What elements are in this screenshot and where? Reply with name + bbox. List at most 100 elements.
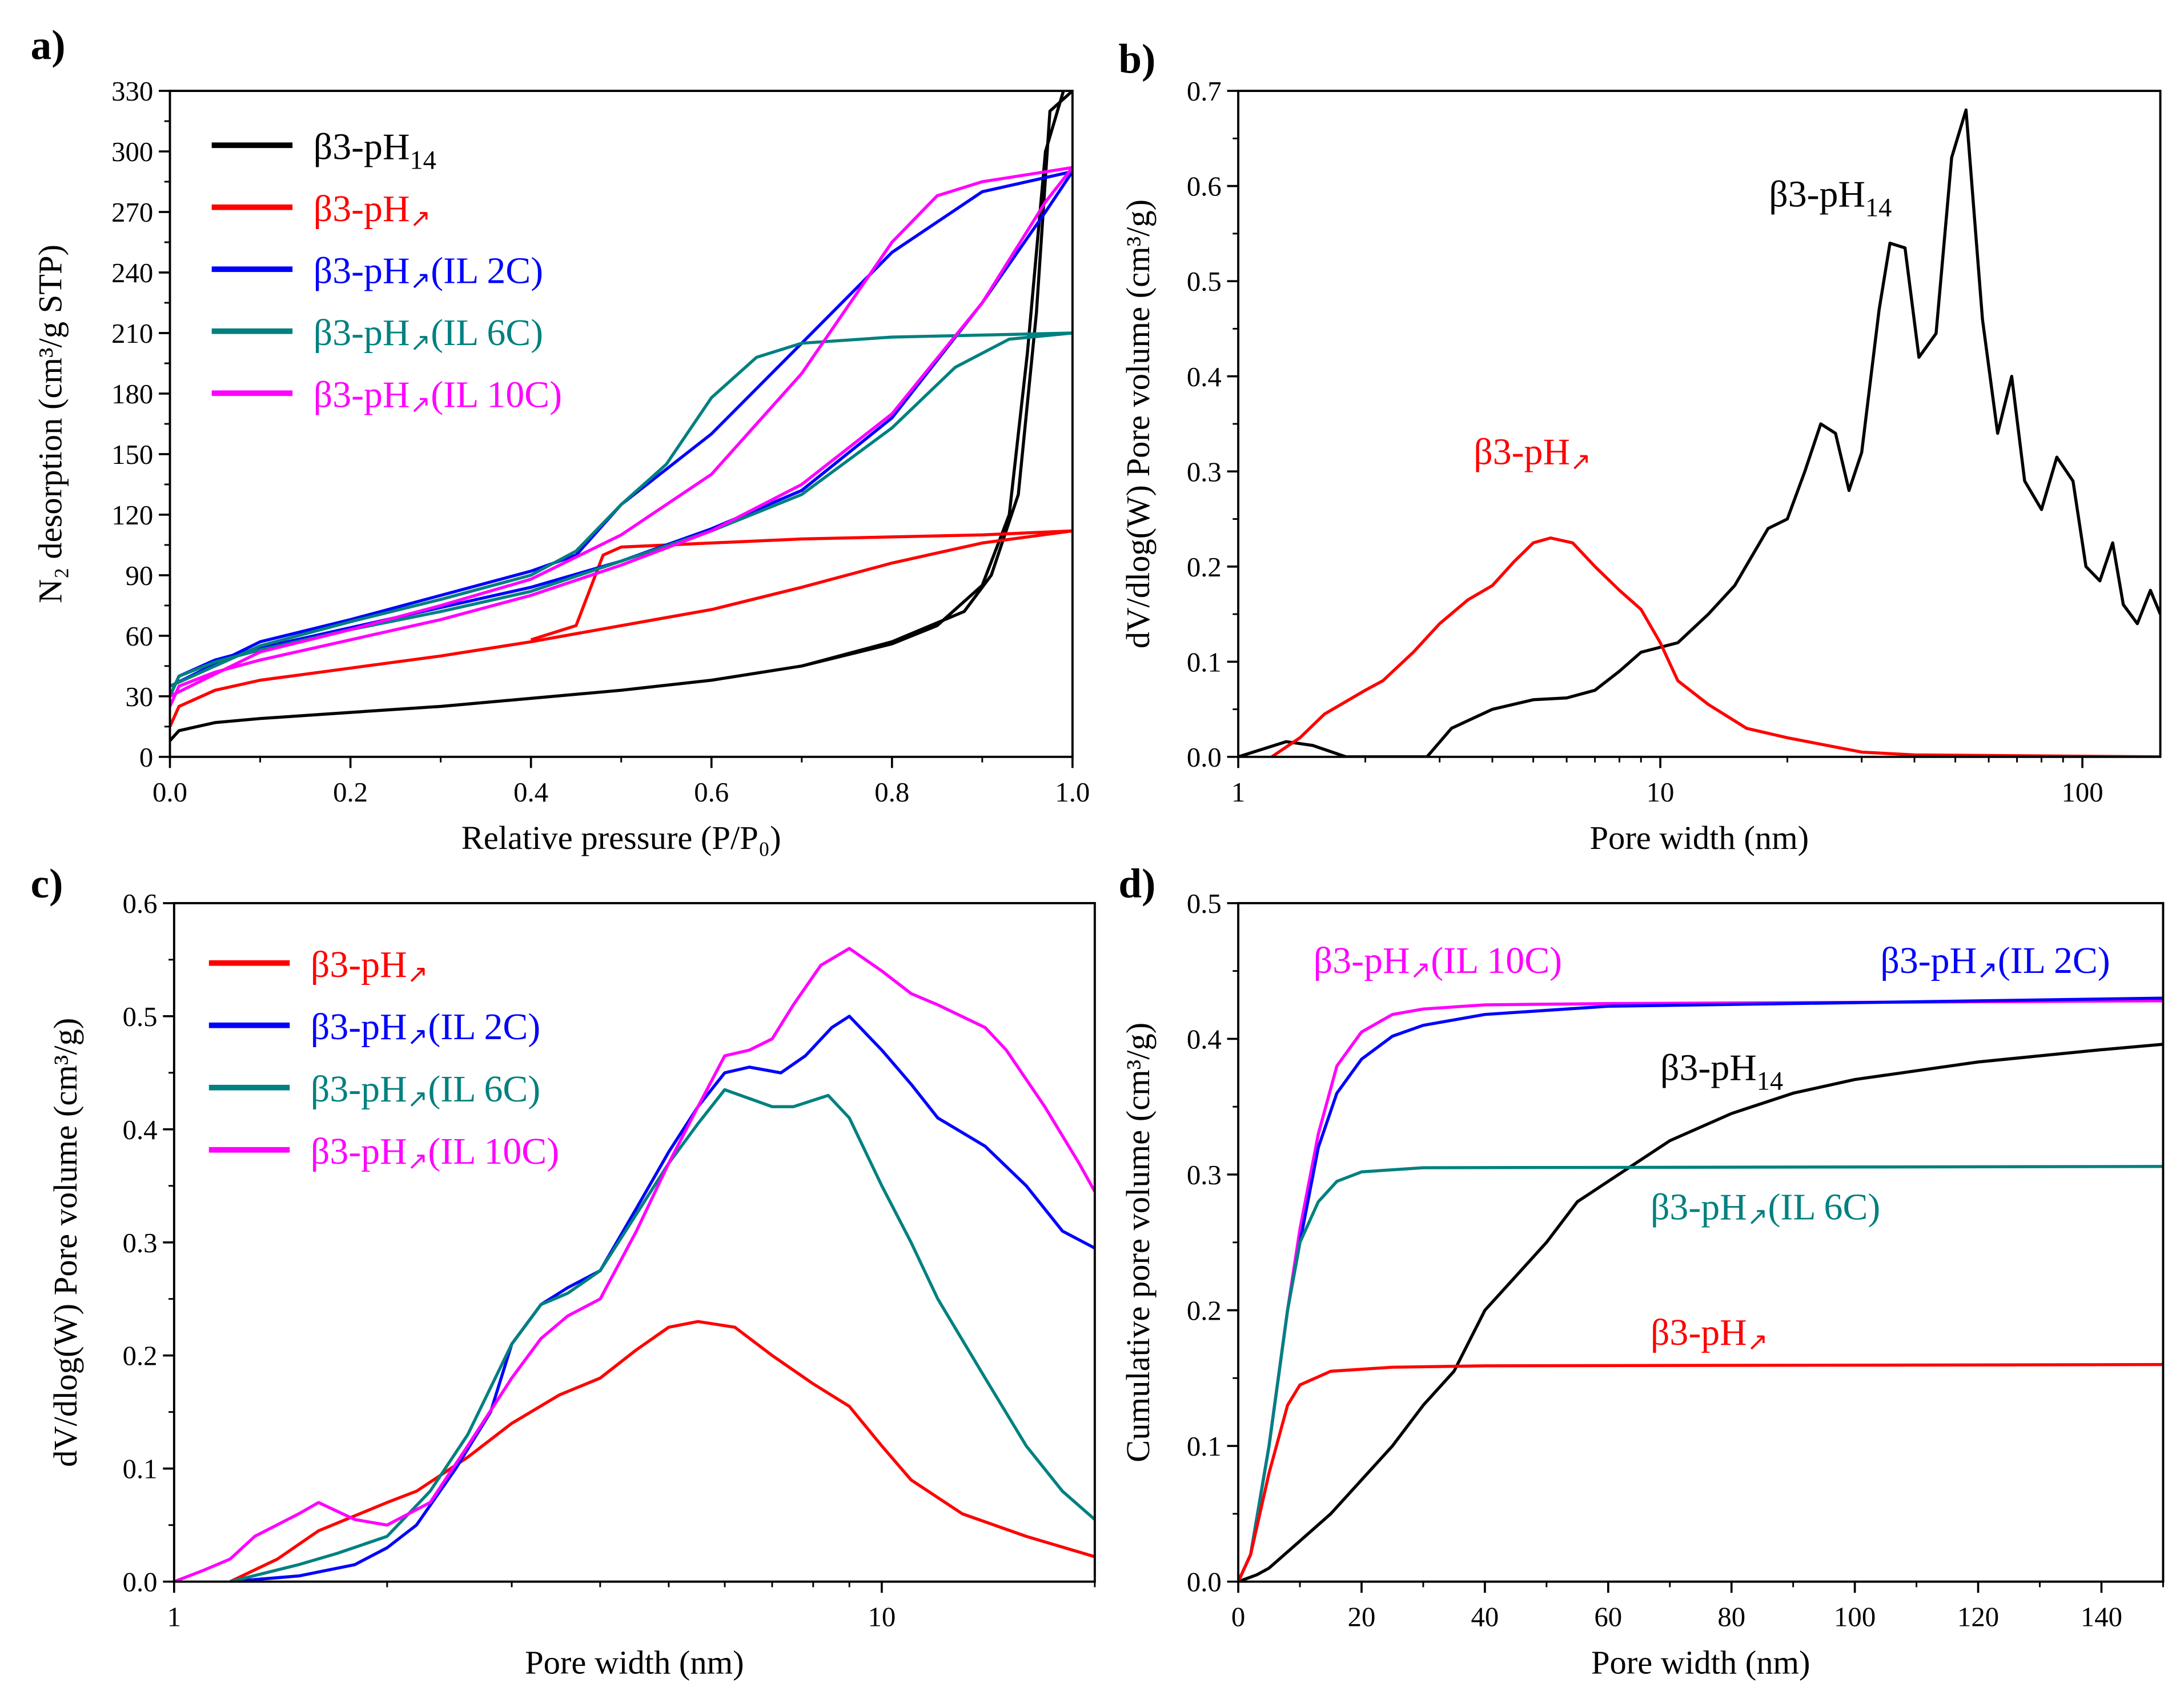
- y-tick-label: 0.4: [1187, 362, 1222, 392]
- x-axis-label: Relative pressure (P/P₀): [461, 819, 781, 856]
- y-tick-label: 0.6: [1187, 171, 1222, 202]
- label-base: β3-pH: [314, 250, 410, 292]
- y-tick-label: 270: [111, 197, 153, 228]
- legend: β3-pH↗β3-pH↗(IL 2C)β3-pH↗(IL 6C)β3-pH↗(I…: [208, 944, 559, 1175]
- y-tick-label: 0.2: [1187, 552, 1222, 583]
- x-axis-label: Pore width (nm): [525, 1644, 744, 1681]
- plot-frame: [172, 901, 1096, 1583]
- y-tick-label: 0.3: [1187, 1160, 1222, 1191]
- label-suffix: (IL 2C): [428, 1006, 540, 1048]
- x-tick-label: 10: [868, 1602, 896, 1633]
- label-base: β3-pH: [314, 374, 410, 416]
- y-axis-label: dV/dlog(W) Pore volume (cm³/g): [1119, 199, 1157, 648]
- label-subscript: ↗: [410, 391, 431, 418]
- series-label-black: β3-pH14: [314, 126, 436, 175]
- label-subscript: 14: [410, 146, 436, 175]
- x-tick-label: 1.0: [1055, 777, 1090, 808]
- label-suffix: (IL 10C): [431, 374, 562, 416]
- x-tick-label: 100: [1834, 1602, 1876, 1633]
- x-tick-label: 80: [1717, 1602, 1745, 1633]
- panel-d: d) 0.0 0.1 0.2 0.3 0.4 0.5 0 20 40 60 80 100 120 140 Po…: [1118, 860, 2165, 1681]
- x-tick-label: 0.4: [513, 777, 548, 808]
- label-subscript: ↗: [407, 1148, 428, 1175]
- y-tick-label: 120: [111, 500, 153, 531]
- label-suffix: (IL 2C): [1998, 940, 2110, 981]
- series-label-red: β3-pH↗: [311, 944, 428, 988]
- label-base: β3-pH: [314, 126, 410, 168]
- label-suffix: (IL 2C): [431, 250, 543, 292]
- y-axis-label: Cumulative pore volume (cm³/g): [1119, 1023, 1157, 1462]
- y-tick-label: 0.2: [1187, 1296, 1222, 1327]
- label-suffix: (IL 6C): [1768, 1186, 1880, 1228]
- y-tick-label: 0.0: [123, 1567, 158, 1598]
- y-tick-label: 150: [111, 439, 153, 470]
- y-tick-label: 330: [111, 76, 153, 107]
- series-line-black: [1238, 1043, 2163, 1582]
- series-line-black-adsorption: [170, 91, 1065, 742]
- x-tick-label: 0.6: [694, 777, 729, 808]
- x-tick-label: 60: [1594, 1602, 1622, 1633]
- series-label-black: β3-pH14: [1769, 174, 1892, 223]
- label-base: β3-pH: [314, 188, 410, 230]
- x-tick-label: 1: [167, 1602, 181, 1633]
- x-tick-label: 0.2: [333, 777, 368, 808]
- y-tick-label: 210: [111, 318, 153, 349]
- label-subscript: ↗: [407, 1085, 428, 1113]
- panel-a: a) 0 30 60 90 120 150 180 210 240 270 300 330 0.0 0.2 0…: [31, 22, 1090, 856]
- x-tick-label: 120: [1957, 1602, 1999, 1633]
- label-subscript: ↗: [1747, 1203, 1768, 1231]
- x-tick-label: 10: [1647, 777, 1675, 808]
- x-tick-label: 0: [1231, 1602, 1245, 1633]
- label-subscript: ↗: [407, 961, 428, 988]
- x-axis-label: Pore width (nm): [1590, 819, 1809, 856]
- y-tick-label: 240: [111, 258, 153, 288]
- series-line-teal: [1238, 1165, 2163, 1582]
- label-base: β3-pH: [1769, 174, 1865, 215]
- series-line-blue-adsorption: [170, 170, 1073, 697]
- y-tick-label: 0.5: [1187, 266, 1222, 297]
- label-base: β3-pH: [311, 944, 407, 985]
- label-subscript: ↗: [1410, 957, 1431, 984]
- label-subscript: ↗: [410, 329, 431, 356]
- panel-label: c): [31, 860, 63, 907]
- y-tick-label: 0.5: [1187, 888, 1222, 919]
- y-tick-label: 30: [125, 682, 153, 712]
- label-suffix: (IL 10C): [428, 1131, 559, 1172]
- y-tick-label: 0.2: [123, 1341, 158, 1372]
- y-tick-label: 0.5: [123, 1001, 158, 1032]
- series-line-teal-adsorption: [170, 331, 1073, 697]
- label-base: β3-pH: [311, 1131, 407, 1172]
- label-suffix: (IL 10C): [1431, 940, 1562, 981]
- label-subscript: ↗: [1570, 448, 1591, 475]
- panel-c: c) 0.0 0.1 0.2 0.3 0.4 0.5 0.6 1 10 Pore width (nm…: [31, 860, 1096, 1681]
- x-tick-label: 40: [1471, 1602, 1499, 1633]
- series-label-teal: β3-pH↗(IL 6C): [1651, 1186, 1880, 1231]
- series-label-red: β3-pH↗: [314, 188, 431, 233]
- label-base: β3-pH: [1314, 940, 1410, 981]
- y-tick-label: 0.4: [123, 1115, 158, 1145]
- series-label-red: β3-pH↗: [1651, 1312, 1768, 1356]
- y-tick-label: 90: [125, 560, 153, 591]
- label-suffix: (IL 6C): [431, 312, 543, 354]
- series-line-red: [229, 1320, 1095, 1582]
- label-base: β3-pH: [1660, 1047, 1757, 1089]
- label-subscript: ↗: [410, 267, 431, 294]
- y-tick-label: 0.3: [123, 1228, 158, 1259]
- y-axis-label: N₂ desorption (cm³/g STP): [31, 245, 69, 603]
- x-tick-label: 100: [2061, 777, 2103, 808]
- panel-label: d): [1118, 860, 1155, 907]
- series-line-red: [1271, 536, 2161, 757]
- y-tick-label: 0.0: [1187, 1567, 1222, 1598]
- series-label-black: β3-pH14: [1660, 1047, 1783, 1096]
- series-label-blue: β3-pH↗(IL 2C): [1880, 940, 2110, 984]
- series-label-red: β3-pH↗: [1474, 431, 1591, 476]
- label-subscript: ↗: [1977, 957, 1998, 984]
- y-tick-label: 0.1: [123, 1454, 158, 1485]
- y-tick-label: 300: [111, 137, 153, 167]
- series-line-blue-desorption: [170, 170, 1073, 688]
- label-base: β3-pH: [311, 1006, 407, 1048]
- y-tick-label: 180: [111, 379, 153, 410]
- label-base: β3-pH: [1880, 940, 1977, 981]
- y-tick-label: 0.1: [1187, 1431, 1222, 1462]
